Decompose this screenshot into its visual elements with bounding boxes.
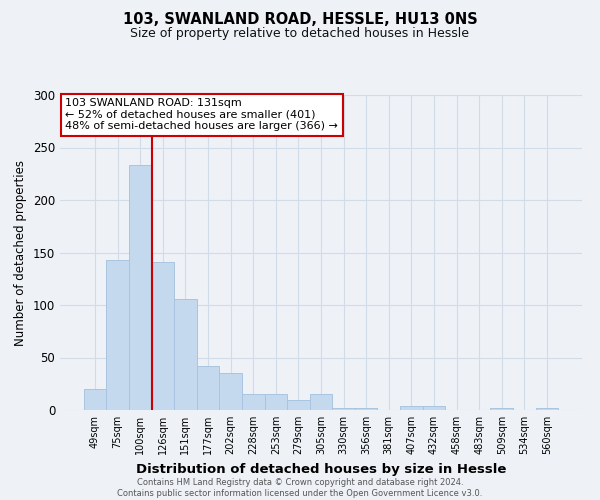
Bar — [287, 400, 310, 410]
Text: Contains HM Land Registry data © Crown copyright and database right 2024.
Contai: Contains HM Land Registry data © Crown c… — [118, 478, 482, 498]
Bar — [152, 262, 174, 410]
Bar — [422, 406, 445, 410]
Bar — [490, 408, 513, 410]
Text: 103, SWANLAND ROAD, HESSLE, HU13 0NS: 103, SWANLAND ROAD, HESSLE, HU13 0NS — [122, 12, 478, 28]
Bar — [197, 366, 220, 410]
Bar — [400, 406, 422, 410]
Bar — [106, 260, 129, 410]
Bar — [355, 408, 377, 410]
Y-axis label: Number of detached properties: Number of detached properties — [14, 160, 28, 346]
Bar — [536, 408, 558, 410]
Bar — [242, 394, 265, 410]
Bar — [84, 389, 106, 410]
Bar — [310, 394, 332, 410]
Bar — [332, 408, 355, 410]
Text: 103 SWANLAND ROAD: 131sqm
← 52% of detached houses are smaller (401)
48% of semi: 103 SWANLAND ROAD: 131sqm ← 52% of detac… — [65, 98, 338, 132]
Text: Size of property relative to detached houses in Hessle: Size of property relative to detached ho… — [131, 28, 470, 40]
Bar — [174, 298, 197, 410]
Bar — [220, 373, 242, 410]
Bar — [265, 394, 287, 410]
X-axis label: Distribution of detached houses by size in Hessle: Distribution of detached houses by size … — [136, 462, 506, 475]
Bar — [129, 166, 152, 410]
